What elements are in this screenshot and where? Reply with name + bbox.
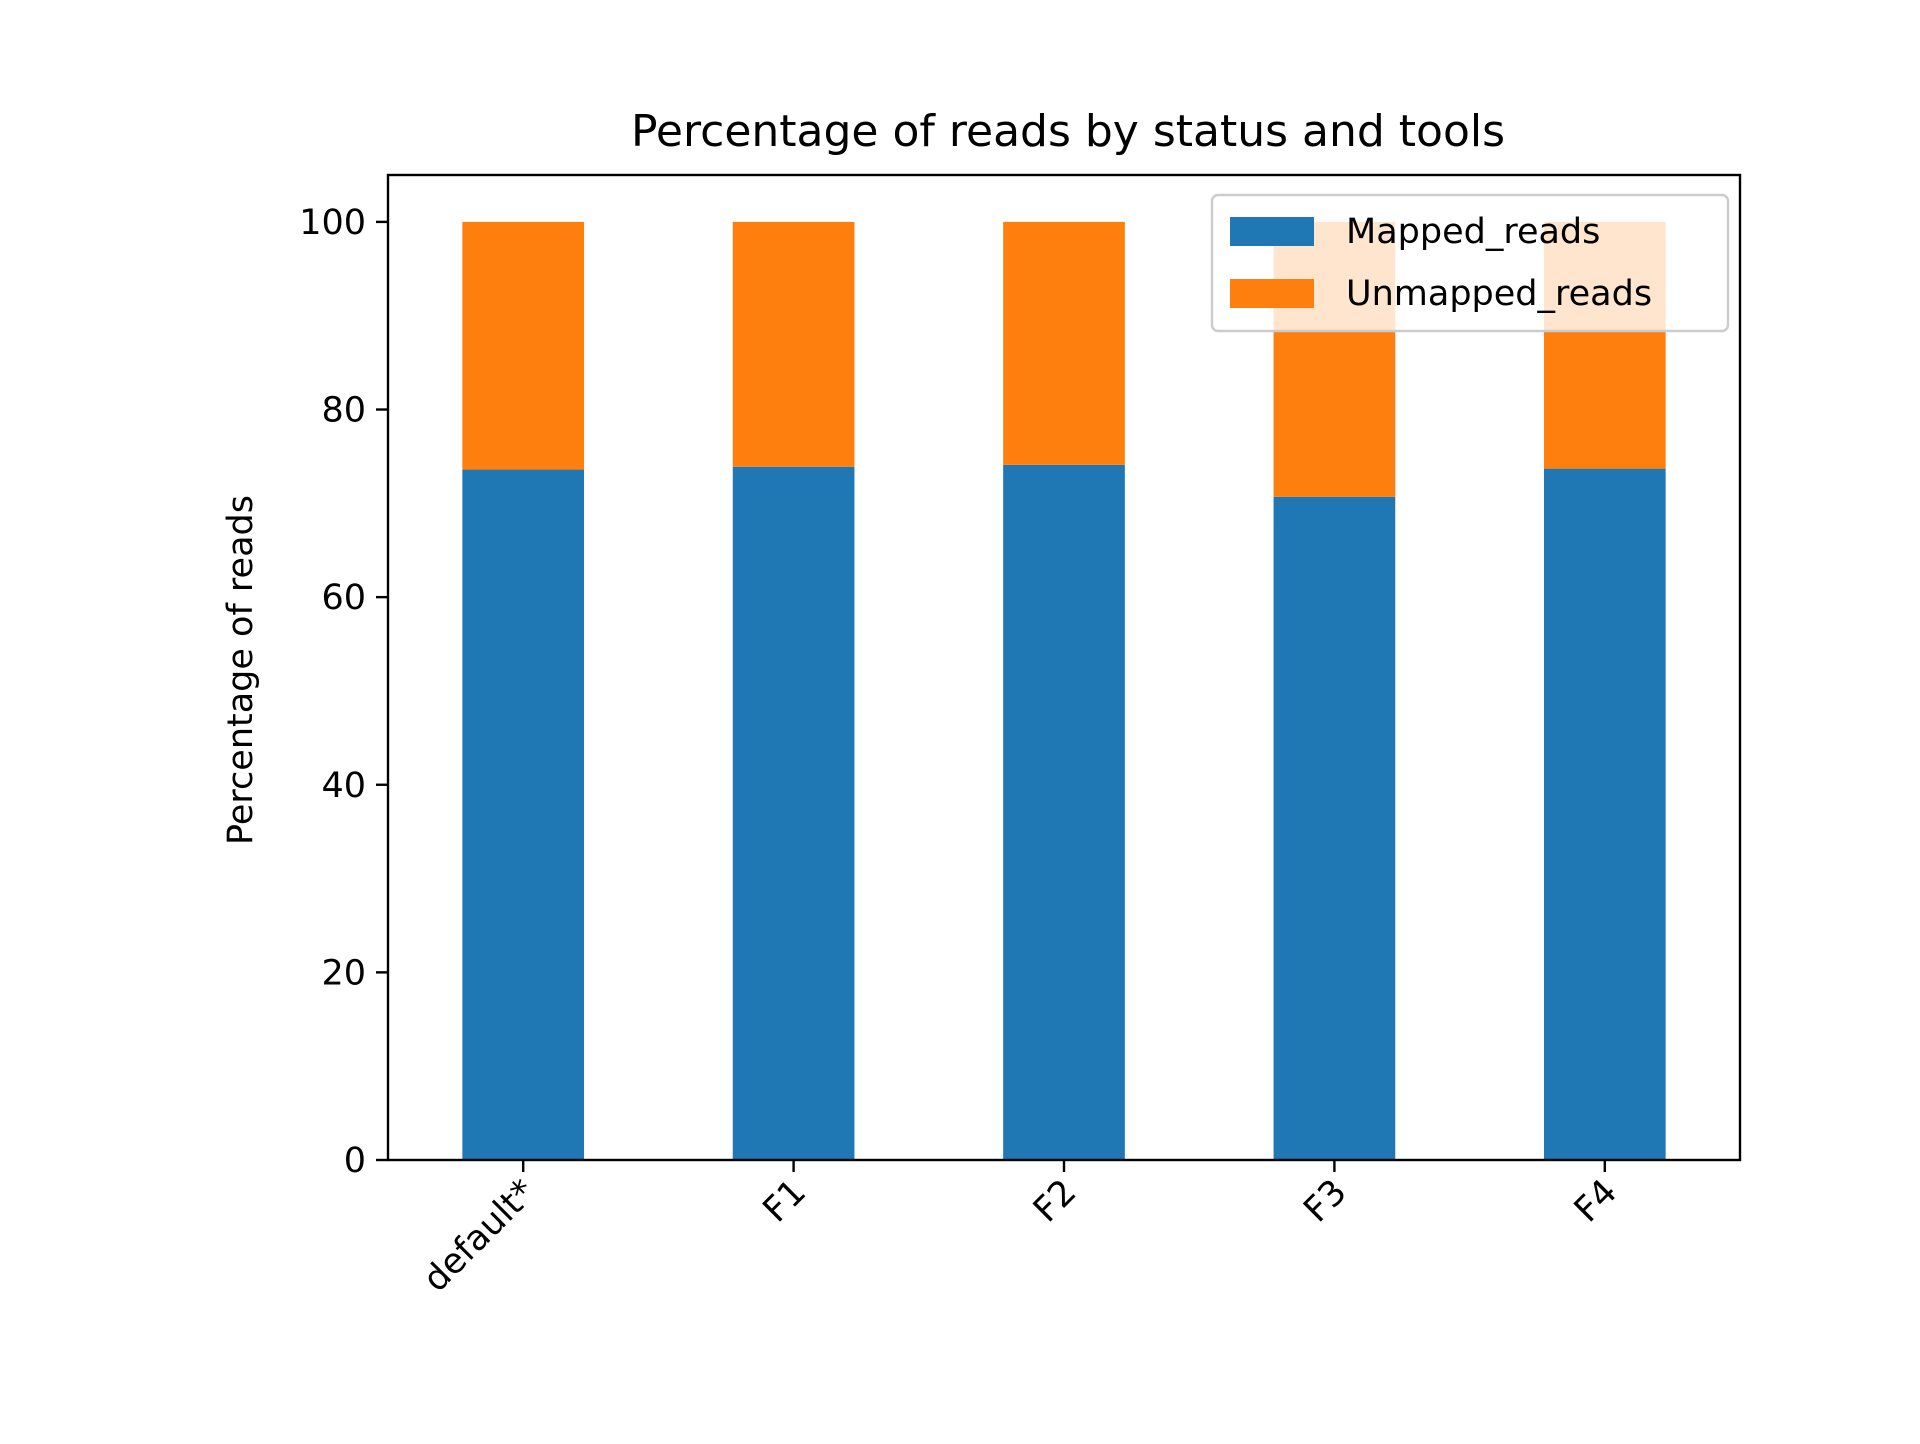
legend-swatch-mapped-reads — [1230, 217, 1314, 246]
y-tick-label: 40 — [321, 766, 366, 806]
y-tick-label: 100 — [299, 203, 366, 243]
chart-title: Percentage of reads by status and tools — [631, 106, 1505, 157]
bar-mapped-reads-3 — [1003, 464, 1125, 1160]
y-tick-label: 0 — [344, 1141, 366, 1181]
legend-swatch-unmapped-reads — [1230, 279, 1314, 308]
x-tick-label: F4 — [1567, 1172, 1625, 1230]
x-tick-label: F1 — [756, 1172, 814, 1230]
y-tick-label: 80 — [321, 391, 366, 431]
bar-unmapped-reads-2 — [732, 221, 855, 467]
bar-mapped-reads-2 — [732, 466, 855, 1160]
y-tick-label: 20 — [321, 953, 366, 993]
legend-label-unmapped-reads: Unmapped_reads — [1346, 274, 1652, 314]
legend-label-mapped-reads: Mapped_reads — [1346, 212, 1600, 252]
legend-box — [1210, 193, 1730, 333]
y-tick-label: 60 — [321, 578, 366, 618]
legend: Mapped_reads Unmapped_reads — [1210, 193, 1730, 333]
bar-mapped-reads-4 — [1273, 496, 1396, 1160]
bar-mapped-reads-1 — [462, 469, 585, 1160]
y-axis-label: Percentage of reads — [221, 495, 261, 845]
bar-unmapped-reads-1 — [462, 221, 585, 470]
bar-unmapped-reads-3 — [1003, 221, 1125, 465]
bars-group — [462, 221, 1666, 1161]
x-tick-label: F3 — [1296, 1172, 1354, 1230]
x-tick-label: default* — [416, 1172, 544, 1300]
bar-mapped-reads-5 — [1543, 468, 1666, 1161]
x-tick-label: F2 — [1026, 1172, 1084, 1230]
